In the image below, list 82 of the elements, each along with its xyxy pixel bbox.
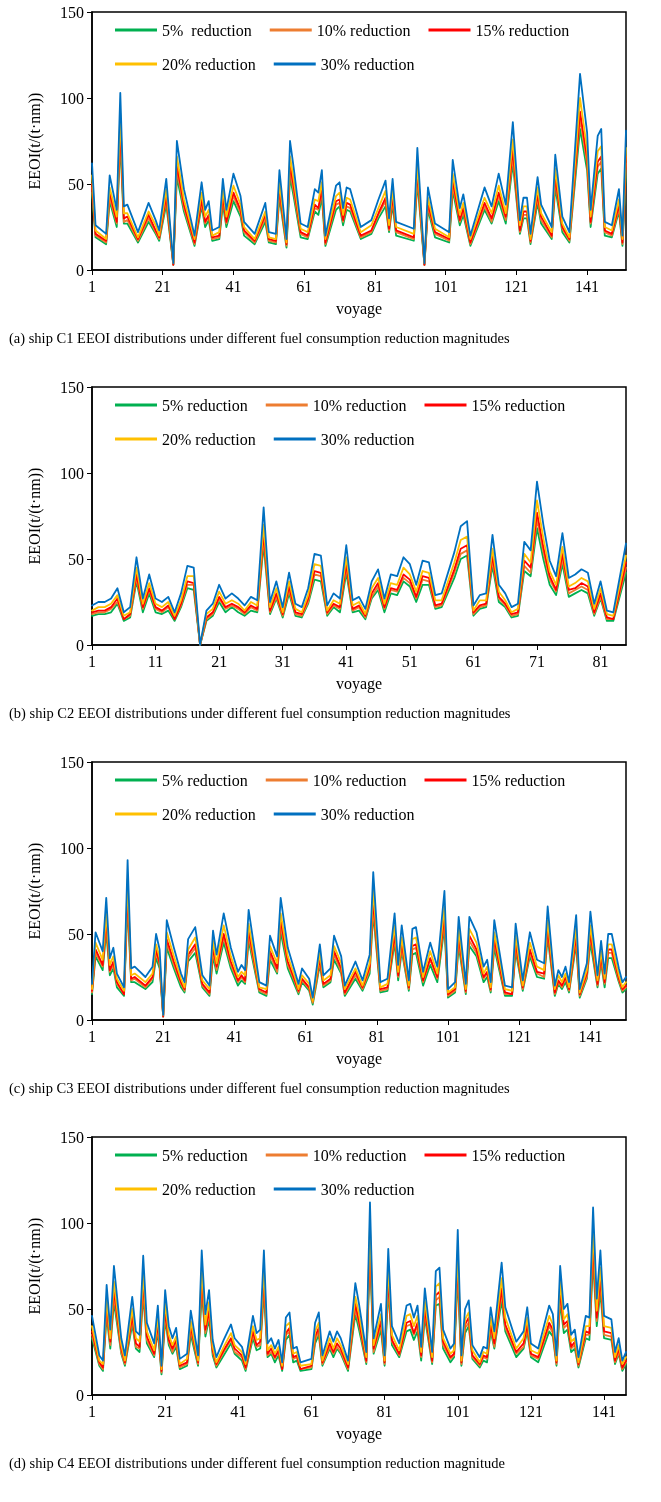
x-tick-label: 141 (575, 277, 600, 295)
x-tick-label: 1 (88, 652, 96, 670)
y-tick-label: 0 (76, 636, 84, 654)
x-tick-label: 81 (592, 652, 609, 670)
y-axis-title: EEOI(t/(t·nm)) (25, 842, 44, 940)
x-tick-label: 101 (436, 1027, 460, 1045)
y-tick-label: 0 (76, 1386, 84, 1404)
x-tick-label: 61 (296, 277, 313, 295)
x-tick-label: 41 (230, 1402, 247, 1420)
y-tick-label: 50 (68, 925, 84, 943)
x-tick-label: 41 (225, 277, 242, 295)
x-tick-label: 141 (578, 1027, 603, 1045)
y-axis-title: EEOI(t/(t·nm)) (25, 467, 44, 565)
legend-label: 5% reduction (162, 21, 252, 39)
x-axis-title: voyage (335, 1424, 383, 1443)
x-tick-label: 21 (211, 652, 228, 670)
y-tick-label: 50 (68, 1300, 84, 1318)
x-tick-label: 81 (376, 1402, 393, 1420)
x-tick-label: 101 (433, 277, 458, 295)
legend-label: 10% reduction (316, 21, 411, 39)
legend-label: 20% reduction (162, 1180, 256, 1198)
x-tick-label: 61 (297, 1027, 314, 1045)
y-tick-label: 100 (60, 1214, 84, 1232)
y-tick-label: 150 (60, 378, 84, 396)
legend-label: 30% reduction (320, 805, 415, 823)
x-tick-label: 21 (155, 1027, 172, 1045)
legend-label: 5% reduction (162, 771, 248, 789)
legend-label: 10% reduction (312, 396, 407, 414)
y-tick-label: 150 (60, 753, 84, 771)
x-tick-label: 51 (401, 652, 418, 670)
x-tick-label: 1 (88, 277, 96, 295)
x-tick-label: 141 (592, 1402, 617, 1420)
text: (a) ship C1 EEOI distributions under different fuel consumption reduction magnitudes (9, 329, 511, 347)
text: (b) ship C2 EEOI distributions under different fuel consumption reduction magnitudes (9, 704, 511, 722)
x-tick-label: 61 (465, 652, 482, 670)
y-tick-label: 50 (68, 550, 84, 568)
x-tick-label: 121 (504, 277, 529, 295)
x-tick-label: 71 (529, 652, 545, 670)
x-tick-label: 41 (338, 652, 355, 670)
legend-label: 5% reduction (162, 396, 248, 414)
text: (d) ship C4 EEOI distributions under different fuel consumption reduction magnitude (9, 1454, 505, 1472)
legend-label: 20% reduction (162, 55, 256, 73)
x-tick-label: 61 (303, 1402, 320, 1420)
text: (c) ship C3 EEOI distributions under different fuel consumption reduction magnitudes (9, 1079, 511, 1097)
legend-label: 15% reduction (471, 1146, 566, 1164)
y-axis-title: EEOI(t/(t·nm)) (25, 92, 44, 190)
y-axis-title: EEOI(t/(t·nm)) (25, 1217, 44, 1315)
legend-label: 15% reduction (471, 771, 566, 789)
y-tick-label: 100 (60, 464, 84, 482)
x-tick-label: 121 (518, 1402, 543, 1420)
y-tick-label: 0 (76, 261, 84, 279)
x-axis-title: voyage (335, 674, 383, 693)
legend-label: 20% reduction (162, 430, 256, 448)
y-tick-label: 150 (60, 3, 84, 21)
x-tick-label: 21 (157, 1402, 174, 1420)
x-tick-label: 101 (445, 1402, 470, 1420)
x-tick-label: 11 (147, 652, 164, 670)
y-tick-label: 50 (68, 175, 84, 193)
x-axis-title: voyage (335, 299, 383, 318)
legend-label: 30% reduction (320, 1180, 415, 1198)
x-tick-label: 1 (88, 1027, 96, 1045)
x-tick-label: 81 (366, 277, 383, 295)
legend-label: 15% reduction (471, 396, 566, 414)
legend-label: 5% reduction (162, 1146, 248, 1164)
x-tick-label: 81 (368, 1027, 385, 1045)
legend-label: 30% reduction (320, 55, 415, 73)
legend-label: 10% reduction (312, 1146, 407, 1164)
legend-label: 30% reduction (320, 430, 415, 448)
y-tick-label: 150 (60, 1128, 84, 1146)
y-tick-label: 100 (60, 839, 84, 857)
x-tick-label: 21 (154, 277, 171, 295)
legend-label: 10% reduction (312, 771, 407, 789)
y-tick-label: 0 (76, 1011, 84, 1029)
x-tick-label: 1 (88, 1402, 96, 1420)
line-series (91, 1201, 627, 1367)
x-tick-label: 41 (226, 1027, 243, 1045)
legend-label: 15% reduction (475, 21, 570, 39)
x-tick-label: 121 (507, 1027, 532, 1045)
x-tick-label: 31 (274, 652, 291, 670)
y-tick-label: 100 (60, 89, 84, 107)
x-axis-title: voyage (335, 1049, 383, 1068)
legend-label: 20% reduction (162, 805, 256, 823)
